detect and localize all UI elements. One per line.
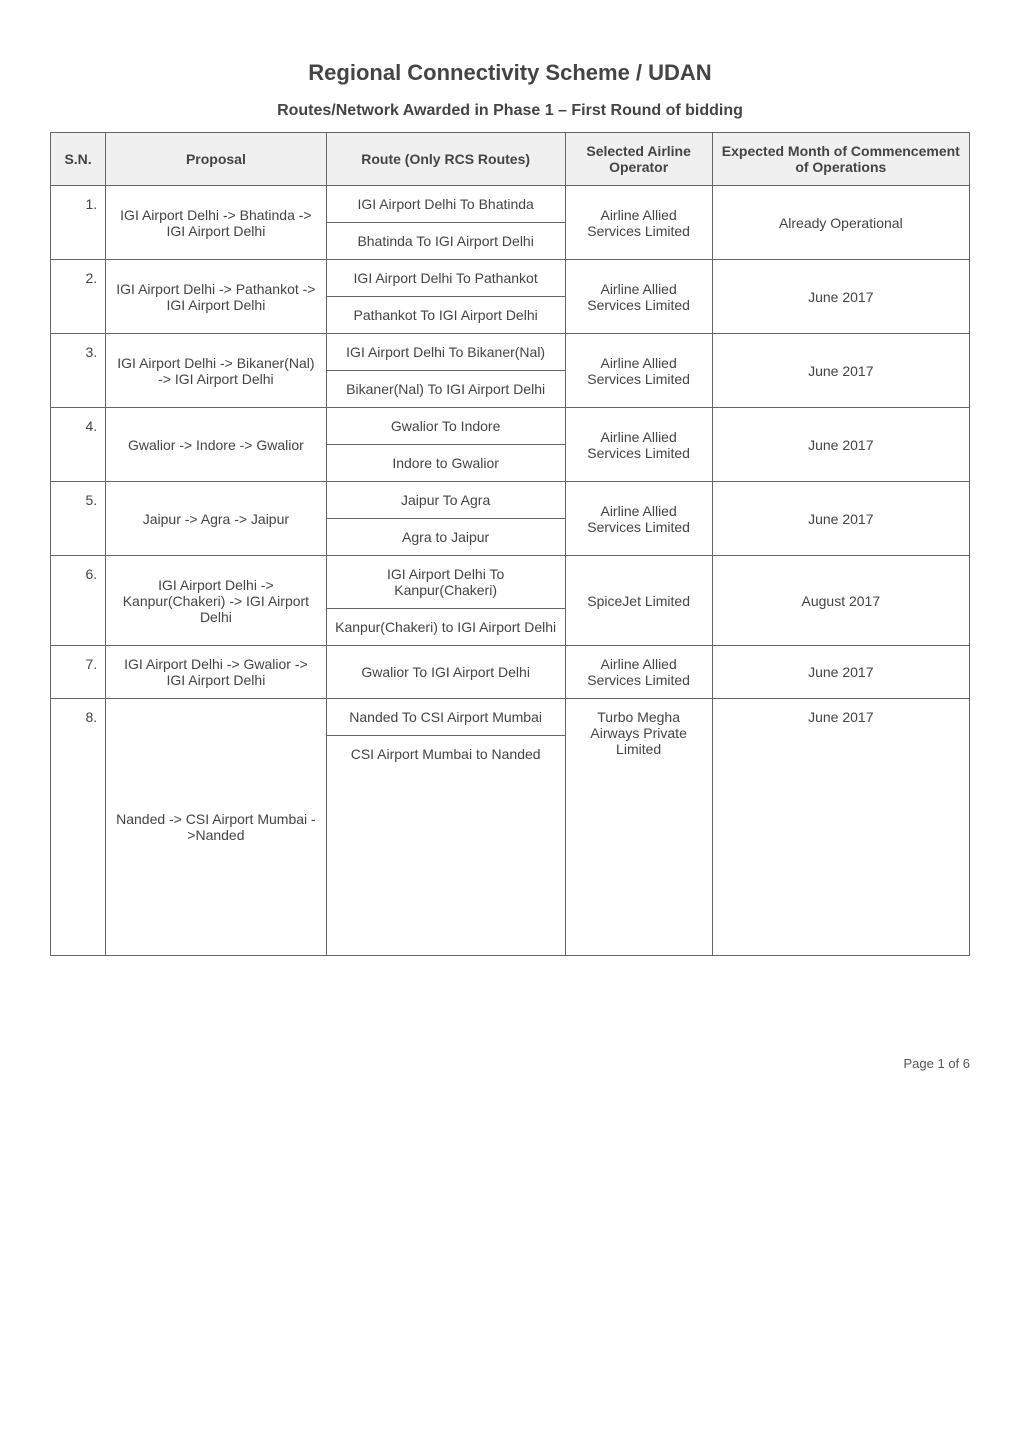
cell-sn: 2. [51, 260, 106, 334]
cell-expected: August 2017 [712, 556, 969, 646]
col-header-sn: S.N. [51, 133, 106, 186]
cell-route: IGI Airport Delhi To Bikaner(Nal) [326, 334, 565, 371]
document-subtitle: Routes/Network Awarded in Phase 1 – Firs… [50, 102, 970, 120]
cell-operator: Airline Allied Services Limited [565, 260, 712, 334]
cell-expected: June 2017 [712, 699, 969, 956]
page-footer: Page 1 of 6 [50, 1056, 970, 1071]
cell-expected: Already Operational [712, 186, 969, 260]
cell-proposal: IGI Airport Delhi -> Bikaner(Nal) -> IGI… [106, 334, 327, 408]
cell-route: Indore to Gwalior [326, 445, 565, 482]
cell-route: Jaipur To Agra [326, 482, 565, 519]
table-row: 2.IGI Airport Delhi -> Pathankot -> IGI … [51, 260, 970, 297]
table-row: 4.Gwalior -> Indore -> GwaliorGwalior To… [51, 408, 970, 445]
cell-sn: 7. [51, 646, 106, 699]
cell-operator: Airline Allied Services Limited [565, 646, 712, 699]
document-title: Regional Connectivity Scheme / UDAN [50, 60, 970, 86]
cell-expected: June 2017 [712, 334, 969, 408]
table-header-row: S.N. Proposal Route (Only RCS Routes) Se… [51, 133, 970, 186]
cell-sn: 8. [51, 699, 106, 956]
cell-proposal: Gwalior -> Indore -> Gwalior [106, 408, 327, 482]
cell-expected: June 2017 [712, 482, 969, 556]
cell-route: Bikaner(Nal) To IGI Airport Delhi [326, 371, 565, 408]
table-row: 7.IGI Airport Delhi -> Gwalior -> IGI Ai… [51, 646, 970, 699]
table-row: 8.Nanded -> CSI Airport Mumbai ->NandedN… [51, 699, 970, 736]
cell-operator: SpiceJet Limited [565, 556, 712, 646]
cell-route: Agra to Jaipur [326, 519, 565, 556]
cell-proposal: Nanded -> CSI Airport Mumbai ->Nanded [106, 699, 327, 956]
cell-sn: 1. [51, 186, 106, 260]
cell-sn: 5. [51, 482, 106, 556]
cell-route: Gwalior To IGI Airport Delhi [326, 646, 565, 699]
cell-proposal: IGI Airport Delhi -> Kanpur(Chakeri) -> … [106, 556, 327, 646]
cell-operator: Airline Allied Services Limited [565, 186, 712, 260]
cell-route: Gwalior To Indore [326, 408, 565, 445]
cell-route: CSI Airport Mumbai to Nanded [326, 736, 565, 956]
cell-expected: June 2017 [712, 260, 969, 334]
cell-sn: 6. [51, 556, 106, 646]
cell-route: Nanded To CSI Airport Mumbai [326, 699, 565, 736]
cell-expected: June 2017 [712, 646, 969, 699]
col-header-proposal: Proposal [106, 133, 327, 186]
cell-route: Bhatinda To IGI Airport Delhi [326, 223, 565, 260]
table-row: 6.IGI Airport Delhi -> Kanpur(Chakeri) -… [51, 556, 970, 609]
table-row: 1.IGI Airport Delhi -> Bhatinda -> IGI A… [51, 186, 970, 223]
col-header-expected: Expected Month of Commencement of Operat… [712, 133, 969, 186]
table-row: 5.Jaipur -> Agra -> JaipurJaipur To Agra… [51, 482, 970, 519]
table-row: 3.IGI Airport Delhi -> Bikaner(Nal) -> I… [51, 334, 970, 371]
col-header-operator: Selected Airline Operator [565, 133, 712, 186]
cell-sn: 4. [51, 408, 106, 482]
cell-sn: 3. [51, 334, 106, 408]
cell-operator: Airline Allied Services Limited [565, 482, 712, 556]
cell-proposal: IGI Airport Delhi -> Bhatinda -> IGI Air… [106, 186, 327, 260]
cell-proposal: IGI Airport Delhi -> Pathankot -> IGI Ai… [106, 260, 327, 334]
cell-operator: Airline Allied Services Limited [565, 408, 712, 482]
cell-route: IGI Airport Delhi To Bhatinda [326, 186, 565, 223]
cell-route: Pathankot To IGI Airport Delhi [326, 297, 565, 334]
routes-table: S.N. Proposal Route (Only RCS Routes) Se… [50, 132, 970, 956]
cell-operator: Airline Allied Services Limited [565, 334, 712, 408]
cell-route: Kanpur(Chakeri) to IGI Airport Delhi [326, 609, 565, 646]
cell-proposal: Jaipur -> Agra -> Jaipur [106, 482, 327, 556]
cell-operator: Turbo Megha Airways Private Limited [565, 699, 712, 956]
cell-expected: June 2017 [712, 408, 969, 482]
cell-route: IGI Airport Delhi To Pathankot [326, 260, 565, 297]
col-header-route: Route (Only RCS Routes) [326, 133, 565, 186]
cell-route: IGI Airport Delhi To Kanpur(Chakeri) [326, 556, 565, 609]
cell-proposal: IGI Airport Delhi -> Gwalior -> IGI Airp… [106, 646, 327, 699]
